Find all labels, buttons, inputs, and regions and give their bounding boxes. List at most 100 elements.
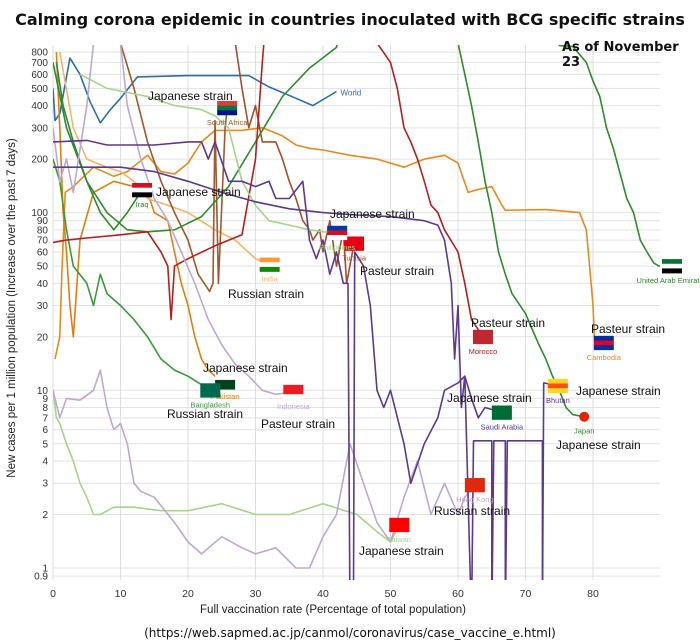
series-label-philippines: Philippines [319, 243, 356, 252]
flag-stripe [259, 262, 280, 268]
flag-stripe [217, 105, 238, 111]
flag-hong-kong [464, 478, 485, 493]
flag-stripe [464, 487, 485, 493]
y-tick-label: 600 [31, 70, 48, 81]
x-tick-label: 40 [317, 588, 329, 600]
series-line-india [59, 51, 271, 266]
x-tick-label: 0 [50, 588, 56, 600]
series-label-morocco: Morocco [469, 347, 498, 356]
flag-pakistan [215, 375, 236, 390]
strain-annotation: Pasteur strain [360, 264, 434, 278]
strain-annotations: Japanese strain Japanese strain Japanese s… [148, 89, 665, 558]
x-tick-label: 20 [182, 588, 194, 600]
y-tick-label: 60 [37, 248, 49, 259]
flag-stripe [661, 268, 682, 274]
x-tick-label: 60 [452, 588, 464, 600]
flag-iraq [132, 183, 153, 198]
flag-tunisia [344, 236, 365, 251]
flag-stripe [472, 334, 493, 340]
series-label-japan: Japan [574, 427, 594, 436]
series-line-morocco [53, 45, 484, 338]
y-tick-label: 500 [31, 84, 48, 95]
series-label-pakistan: Pakistan [211, 392, 240, 401]
x-tick-label: 70 [520, 588, 532, 600]
flag-stripe [472, 339, 493, 345]
strain-annotation: Japanese strain [330, 207, 415, 221]
source-url: (https://web.sapmed.ac.jp/canmol/coronav… [144, 626, 556, 640]
series-lines [53, 45, 660, 580]
strain-annotation: Pasteur strain [591, 322, 665, 336]
x-tick-label: 80 [587, 588, 599, 600]
x-axis-label: Full vaccination rate (Percentage of tot… [200, 604, 466, 616]
strain-annotation: Japanese strain [156, 185, 241, 199]
strain-annotation: Japanese strain [203, 361, 288, 375]
series-label-tunisia: Tunisia [342, 254, 367, 263]
series-label-hong-kong: Hong Kong [456, 495, 494, 504]
flag-stripe [593, 345, 614, 351]
flag-stripe [259, 266, 280, 272]
series-line-world [53, 57, 337, 124]
flag-stripe [132, 187, 153, 193]
flag-bhutan [547, 378, 568, 394]
flag-stripe [200, 392, 221, 398]
flag-stripe [389, 522, 410, 528]
y-tick-label: 2 [42, 510, 48, 521]
flag-philippines [327, 225, 348, 241]
flag-stripe [661, 259, 682, 265]
y-tick-label: 8 [42, 403, 48, 414]
strain-annotation: Pasteur strain [261, 417, 335, 431]
y-tick-label: 4 [42, 457, 48, 468]
flag-indonesia [283, 384, 304, 400]
series-label-taiwan: Taiwan [388, 535, 411, 544]
y-tick-label: 20 [37, 332, 49, 343]
series-line-tunisia [234, 45, 355, 285]
y-tick-label: 10 [37, 386, 49, 397]
y-axis-label: New cases per 1 million population (Incr… [6, 138, 18, 478]
flag-stripe [327, 225, 348, 231]
y-tick-label: 6 [42, 425, 48, 436]
flag-stripe [344, 241, 365, 247]
y-tick-label: 80 [37, 225, 49, 236]
series-label-south-africa: South Africa [207, 118, 248, 127]
series-line-indonesia [53, 45, 294, 396]
flag-stripe [593, 335, 614, 341]
flag-india [259, 257, 280, 272]
y-tick-label: 1 [42, 564, 48, 575]
flag-stripe [547, 378, 568, 384]
y-tick-label: 3 [42, 479, 48, 490]
strain-annotation: Japanese strain [359, 544, 444, 558]
flag-cambodia [593, 335, 614, 351]
series-label-bangladesh: Bangladesh [190, 400, 230, 409]
flag-stripe [283, 384, 304, 390]
strain-annotation: Japanese strain [556, 438, 641, 452]
x-tick-label: 50 [385, 588, 397, 600]
strain-annotation: Russian strain [434, 504, 510, 518]
y-tick-label: 7 [42, 413, 48, 424]
flag-stripe [327, 230, 348, 236]
strain-annotation: Pasteur strain [471, 316, 545, 330]
flag-stripe [472, 329, 493, 335]
y-tick-label: 70 [37, 236, 49, 247]
gridlines [52, 45, 660, 580]
strain-annotation: Japanese strain [148, 89, 233, 103]
flag-stripe [327, 235, 348, 241]
x-tick-label: 30 [250, 588, 262, 600]
flag-taiwan [389, 517, 410, 533]
series-line-philippines [79, 73, 338, 234]
flag-stripe [547, 383, 568, 389]
flag-stripe [491, 405, 512, 411]
flag-stripe [547, 388, 568, 394]
strain-annotation: Japanese strain [576, 384, 661, 398]
flag-stripe [593, 340, 614, 346]
series-line-iraq [55, 62, 143, 231]
chart-title: Calming corona epidemic in countries ino… [15, 10, 685, 29]
series-label-iraq: Iraq [136, 200, 149, 209]
series-line-cambodia [54, 127, 605, 360]
country-flags: World Cambodia Pakistan India South Africa Tu… [132, 89, 700, 544]
flag-stripe [389, 527, 410, 533]
series-line-south-africa [120, 45, 228, 293]
flag-stripe [217, 100, 238, 106]
series-line-bhutan [53, 139, 559, 580]
series-line-bangladesh [53, 158, 211, 391]
